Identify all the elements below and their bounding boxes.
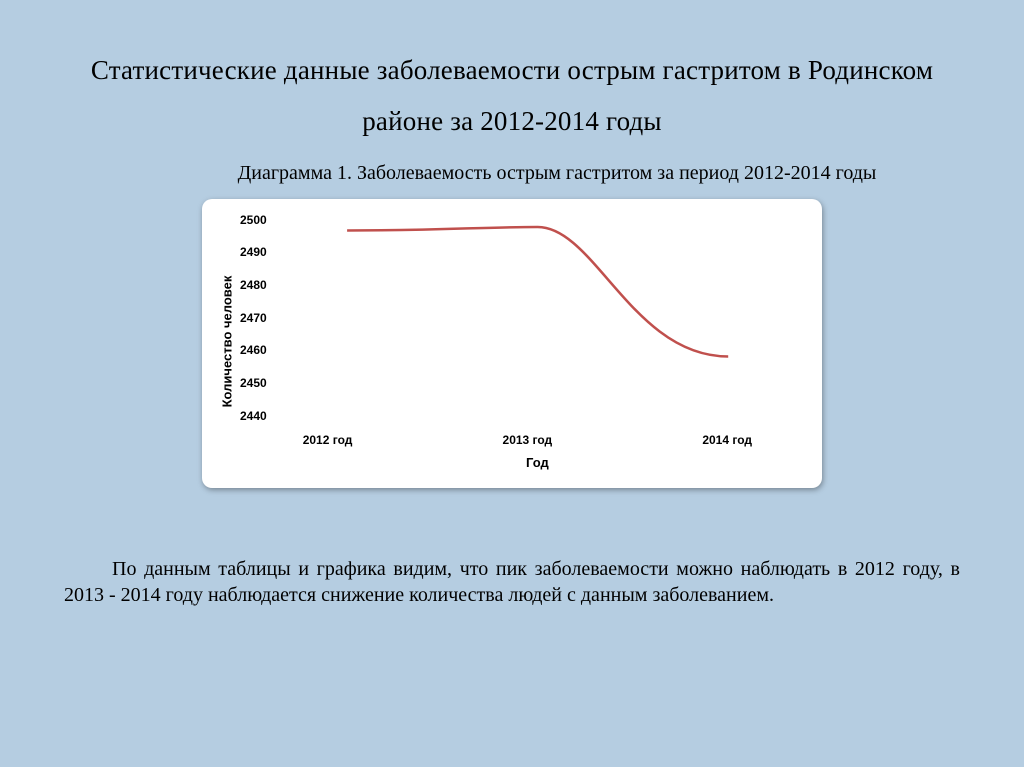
x-tick: 2012 год — [303, 433, 353, 447]
x-axis-ticks: 2012 год 2013 год 2014 год — [273, 423, 802, 447]
caption-text: По данным таблицы и графика видим, что п… — [60, 556, 964, 608]
y-tick: 2500 — [240, 213, 267, 227]
chart-body: Количество человек 2500 2490 2480 2470 2… — [216, 213, 802, 470]
ylabel-wrap: Количество человек — [216, 213, 238, 470]
y-tick: 2460 — [240, 343, 267, 357]
y-tick: 2450 — [240, 376, 267, 390]
data-line — [347, 227, 728, 357]
chart-subtitle: Диаграмма 1. Заболеваемость острым гастр… — [60, 162, 964, 185]
y-axis-label: Количество человек — [220, 275, 235, 407]
y-tick: 2440 — [240, 409, 267, 423]
y-tick: 2480 — [240, 278, 267, 292]
x-tick: 2013 год — [503, 433, 553, 447]
x-axis-label: Год — [273, 455, 802, 470]
plot-area — [273, 213, 802, 423]
y-tick: 2490 — [240, 245, 267, 259]
y-axis-ticks: 2500 2490 2480 2470 2460 2450 2440 — [238, 213, 273, 423]
chart-container: Количество человек 2500 2490 2480 2470 2… — [202, 199, 822, 488]
line-chart-svg — [273, 213, 802, 423]
x-tick: 2014 год — [702, 433, 752, 447]
y-tick: 2470 — [240, 311, 267, 325]
slide: Статистические данные заболеваемости ост… — [0, 0, 1024, 767]
plot-column: 2012 год 2013 год 2014 год Год — [273, 213, 802, 470]
page-title: Статистические данные заболеваемости ост… — [60, 45, 964, 148]
